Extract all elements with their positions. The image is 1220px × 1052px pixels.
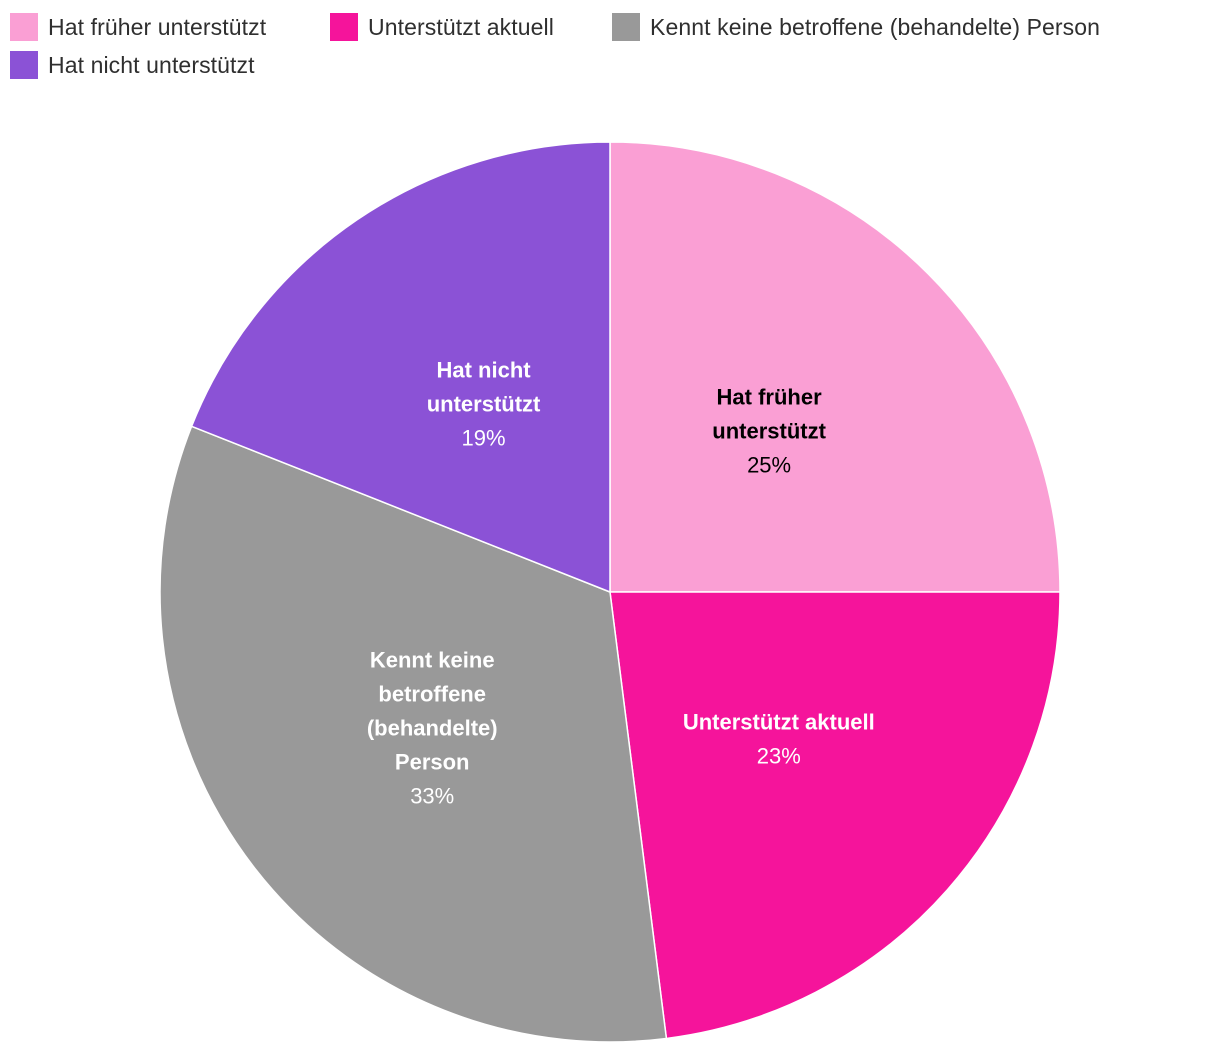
slice-label-hat-frueher-unterstuetzt: Hat früher unterstützt 25%: [712, 385, 826, 478]
legend-swatch: [10, 13, 38, 41]
legend-label: Hat früher unterstützt: [48, 13, 267, 40]
pie-slice-hat-nicht-unterstuetzt[interactable]: [190, 141, 611, 594]
pie-slice-hat-frueher-unterstuetzt[interactable]: [609, 141, 1061, 593]
legend-swatch: [612, 13, 640, 41]
slice-value-label: 19%: [462, 426, 506, 451]
slice-label-unterstuetzt-aktuell: Unterstützt aktuell 23%: [683, 710, 875, 769]
legend-label: Hat nicht unterstützt: [48, 51, 255, 78]
pie-slice-kennt-keine-betroffene-person[interactable]: [159, 425, 668, 1043]
legend-label: Unterstützt aktuell: [368, 13, 554, 40]
pie-slice-unterstuetzt-aktuell[interactable]: [609, 591, 1061, 1040]
slice-label-line: Unterstützt aktuell: [683, 710, 875, 735]
slice-label-line: betroffene: [378, 682, 486, 707]
slice-label-line: (behandelte): [367, 716, 498, 741]
legend-swatch: [330, 13, 358, 41]
legend-item-unterstuetzt-aktuell[interactable]: Unterstützt aktuell: [330, 10, 554, 44]
slice-value-label: 33%: [410, 784, 454, 809]
slice-label-line: unterstützt: [712, 419, 826, 444]
slice-label-kennt-keine-betroffene-person: Kennt keine betroffene (behandelte) Person 3…: [367, 648, 498, 809]
slice-label-hat-nicht-unterstuetzt: Hat nicht unterstützt 19%: [427, 358, 541, 451]
slice-value-label: 23%: [757, 744, 801, 769]
slice-label-line: unterstützt: [427, 392, 541, 417]
legend-label: Kennt keine betroffene (behandelte) Pers…: [650, 13, 1101, 40]
legend-item-kennt-keine-betroffene-person[interactable]: Kennt keine betroffene (behandelte) Pers…: [612, 10, 1100, 44]
slice-label-line: Kennt keine: [370, 648, 495, 673]
legend-item-hat-frueher-unterstuetzt[interactable]: Hat früher unterstützt: [10, 10, 266, 44]
legend-item-hat-nicht-unterstuetzt[interactable]: Hat nicht unterstützt: [10, 48, 255, 82]
slice-value-label: 25%: [747, 453, 791, 478]
slice-label-line: Hat früher: [717, 385, 823, 410]
slice-label-line: Hat nicht: [436, 358, 531, 383]
legend-swatch: [10, 51, 38, 79]
slice-label-line: Person: [395, 750, 470, 775]
